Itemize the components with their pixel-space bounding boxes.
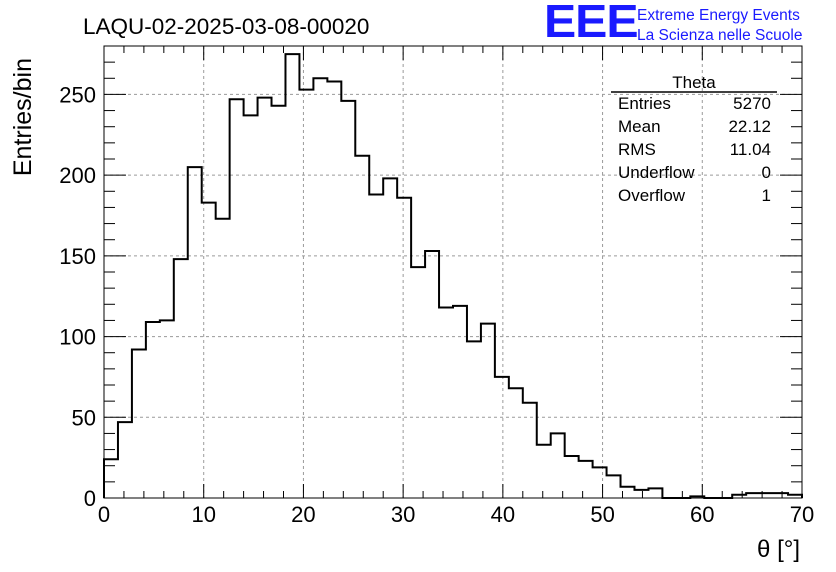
x-tick-label: 40 [491,502,515,527]
histogram-outline [103,53,803,499]
logo-line-2: La Scienza nelle Scuole [637,27,803,44]
axis-ticks [103,45,803,499]
histogram-bin [313,78,327,498]
histogram-bin [467,341,481,498]
stats-label-rms: RMS [618,140,656,159]
x-tick-label: 70 [790,502,814,527]
histogram-bin [607,475,621,498]
stats-label-entries: Entries [618,94,671,113]
histogram-bin [565,456,579,498]
x-tick-label: 60 [690,502,714,527]
stats-label-overflow: Overflow [618,186,686,205]
histogram-bin [634,490,648,498]
histogram-bin [579,461,593,498]
histogram-bin [481,324,495,498]
histogram-bin [537,445,551,498]
histogram-bin [369,195,383,498]
stats-label-mean: Mean [618,117,661,136]
histogram-series [103,53,803,499]
x-tick-label: 20 [291,502,315,527]
histogram-bin [453,306,467,498]
stats-box: Theta Entries 5270 Mean 22.12 RMS 11.04 … [611,73,777,205]
histogram-bin [160,320,174,498]
histogram-bin [397,198,411,498]
histogram-bin [509,388,523,498]
stats-value-mean: 22.12 [728,117,771,136]
eee-logo: EEE Extreme Energy Events La Scienza nel… [544,0,834,48]
histogram-bin [648,488,662,498]
chart-title: LAQU-02-2025-03-08-00020 [83,14,369,39]
histogram-bin [341,101,355,498]
y-tick-label: 100 [59,325,96,350]
y-tick-label: 50 [72,405,96,430]
y-tick-label: 250 [59,82,96,107]
x-tick-label: 50 [590,502,614,527]
plot-frame [103,45,803,499]
histogram-bin [285,54,299,498]
histogram-bin [174,259,188,498]
histogram-bin [551,433,565,498]
x-axis-label: θ [°] [757,536,800,563]
y-tick-label: 0 [84,486,96,511]
stats-value-underflow: 0 [762,163,771,182]
histogram-bin [230,99,244,498]
y-axis-label: Entries/bin [9,58,37,176]
histogram-bin [495,377,509,498]
x-tick-label: 30 [391,502,415,527]
histogram-bin [188,167,202,498]
histogram-bin [299,90,313,498]
y-tick-label: 150 [59,244,96,269]
histogram-bin [258,98,272,498]
histogram-bin [327,82,341,498]
histogram-bin [146,322,160,498]
histogram-bin [216,219,230,498]
histogram-bin [132,349,146,498]
stats-title: Theta [672,73,716,92]
logo-line-1: Extreme Energy Events [637,7,800,24]
histogram-bin [104,459,118,498]
histogram-bin [425,251,439,498]
y-tick-label: 200 [59,163,96,188]
histogram-bin [593,467,607,498]
histogram-bin [272,106,286,498]
histogram-bin [355,156,369,498]
stats-value-entries: 5270 [733,94,771,113]
histogram-bin [383,178,397,498]
x-tick-label: 10 [191,502,215,527]
histogram-bin [244,115,258,498]
stats-label-underflow: Underflow [618,163,695,182]
stats-value-rms: 11.04 [730,140,771,159]
y-tick-labels: 0 50 100 150 200 250 [59,82,96,511]
histogram-bin [118,422,132,498]
stats-value-overflow: 1 [762,186,771,205]
grid-lines [104,46,802,498]
histogram-bin [411,267,425,498]
x-tick-labels: 0 10 20 30 40 50 60 70 [98,502,814,527]
eee-logo-mark: EEE [544,0,639,47]
x-tick-label: 0 [98,502,110,527]
